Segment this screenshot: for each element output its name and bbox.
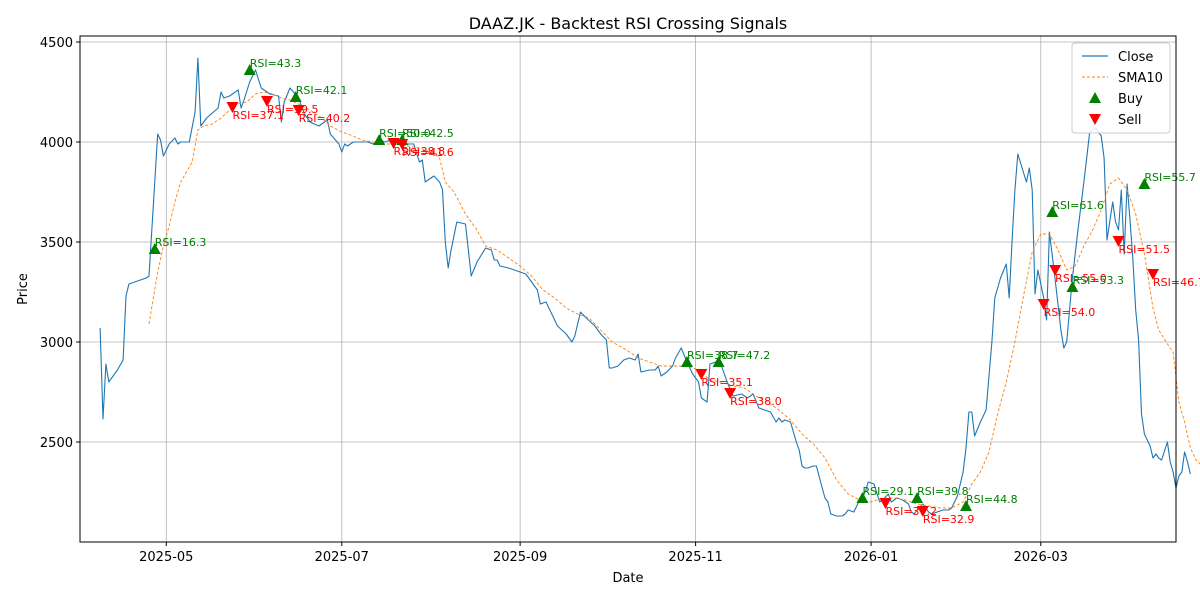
buy-marker: [373, 134, 386, 145]
x-axis-title: Date: [612, 571, 643, 586]
y-tick-label: 4000: [40, 136, 73, 151]
legend-sma-label: SMA10: [1118, 71, 1163, 86]
close-price-line: [99, 57, 1191, 517]
sell-marker: [916, 506, 929, 517]
buy-marker: [243, 64, 256, 75]
sell-signal-label: RSI=39.5: [267, 103, 319, 116]
buy-signal-label: RSI=50.0: [379, 127, 431, 140]
sell-marker: [1049, 265, 1062, 276]
buy-marker: [1046, 206, 1059, 217]
buy-signal-label: RSI=61.6: [1052, 199, 1104, 212]
x-tick-label: 2025-05: [139, 550, 193, 565]
x-tick-label: 2025-07: [315, 550, 369, 565]
sell-signal-label: RSI=38.8: [394, 145, 446, 158]
gridlines: [80, 36, 1176, 542]
y-tick-label: 2500: [40, 436, 73, 451]
plot-frame: [79, 35, 1177, 543]
buy-signal-label: RSI=44.8: [966, 493, 1018, 506]
sell-marker: [387, 138, 400, 149]
x-tick-label: 2026-01: [844, 550, 898, 565]
buy-marker: [1138, 178, 1151, 189]
sell-signal-label: RSI=37.1: [232, 109, 284, 122]
buy-signal-label: RSI=43.3: [250, 57, 302, 70]
legend-buy-marker: [1089, 92, 1101, 103]
legend: Close SMA10 Buy Sell: [1071, 42, 1171, 134]
buy-signal-label: RSI=47.2: [719, 349, 771, 362]
buy-signal-label: RSI=38.7: [687, 349, 739, 362]
sell-marker: [879, 498, 892, 509]
buy-signal-label: RSI=42.1: [296, 84, 348, 97]
legend-sell-marker: [1089, 114, 1101, 125]
x-axis-ticks: 2025-05 2025-07 2025-09 2025-11 2026-01 2026-…: [139, 542, 1068, 565]
sell-signal-label: RSI=32.9: [923, 513, 975, 526]
y-axis-ticks: 2500 3000 3500 4000 4500: [40, 36, 80, 451]
sell-signal-label: RSI=37.2: [885, 505, 937, 518]
legend-buy-label: Buy: [1118, 92, 1143, 107]
sell-marker: [1037, 299, 1050, 310]
buy-signal-label: RSI=29.1: [862, 485, 914, 498]
x-tick-label: 2025-11: [668, 550, 722, 565]
buy-signal-label: RSI=53.3: [1072, 274, 1124, 287]
y-tick-label: 3000: [40, 336, 73, 351]
x-tick-label: 2026-03: [1014, 550, 1068, 565]
buy-signal-label: RSI=55.7: [1144, 171, 1196, 184]
buy-marker: [148, 243, 161, 254]
series-layer: [99, 57, 1200, 517]
sell-signal-label: RSI=55.0: [1055, 272, 1107, 285]
sell-signal-label: RSI=51.5: [1118, 243, 1170, 256]
buy-signal-label: RSI=16.3: [155, 236, 207, 249]
sell-marker: [396, 139, 409, 150]
buy-marker: [680, 356, 693, 367]
buy-marker: [289, 91, 302, 102]
legend-close-label: Close: [1118, 50, 1153, 65]
buy-marker: [856, 492, 869, 503]
sell-signal-label: RSI=38.0: [730, 395, 782, 408]
sell-marker: [226, 102, 239, 113]
chart-title: DAAZ.JK - Backtest RSI Crossing Signals: [469, 14, 787, 33]
sma10-line: [148, 91, 1200, 509]
legend-box: [1071, 42, 1171, 134]
sell-marker: [260, 96, 273, 107]
x-tick-label: 2025-09: [493, 550, 547, 565]
sell-marker: [695, 369, 708, 380]
sell-marker: [1112, 236, 1125, 247]
signal-labels: RSI=16.3 RSI=43.3 RSI=42.1 RSI=50.0RSI=42.5…: [155, 57, 1200, 526]
sell-signal-label: RSI=54.0: [1044, 306, 1096, 319]
sell-signal-label: RSI=40.2: [299, 112, 351, 125]
buy-marker: [911, 492, 924, 503]
sell-marker: [1146, 269, 1159, 280]
buy-marker: [960, 500, 973, 511]
y-axis-title: Price: [16, 273, 31, 305]
sell-signal-label: RSI=35.1: [701, 376, 753, 389]
buy-signal-label: RSI=42.5: [402, 127, 454, 140]
sell-marker: [724, 388, 737, 399]
sell-signal-label: RSI=41.6: [402, 146, 454, 159]
buy-signal-label: RSI=39.8: [917, 485, 969, 498]
y-tick-label: 4500: [40, 36, 73, 51]
sell-marker: [292, 105, 305, 116]
legend-sell-label: Sell: [1118, 113, 1141, 128]
y-tick-label: 3500: [40, 236, 73, 251]
buy-marker: [1066, 281, 1079, 292]
signal-markers: [148, 64, 1159, 517]
buy-marker: [712, 356, 725, 367]
